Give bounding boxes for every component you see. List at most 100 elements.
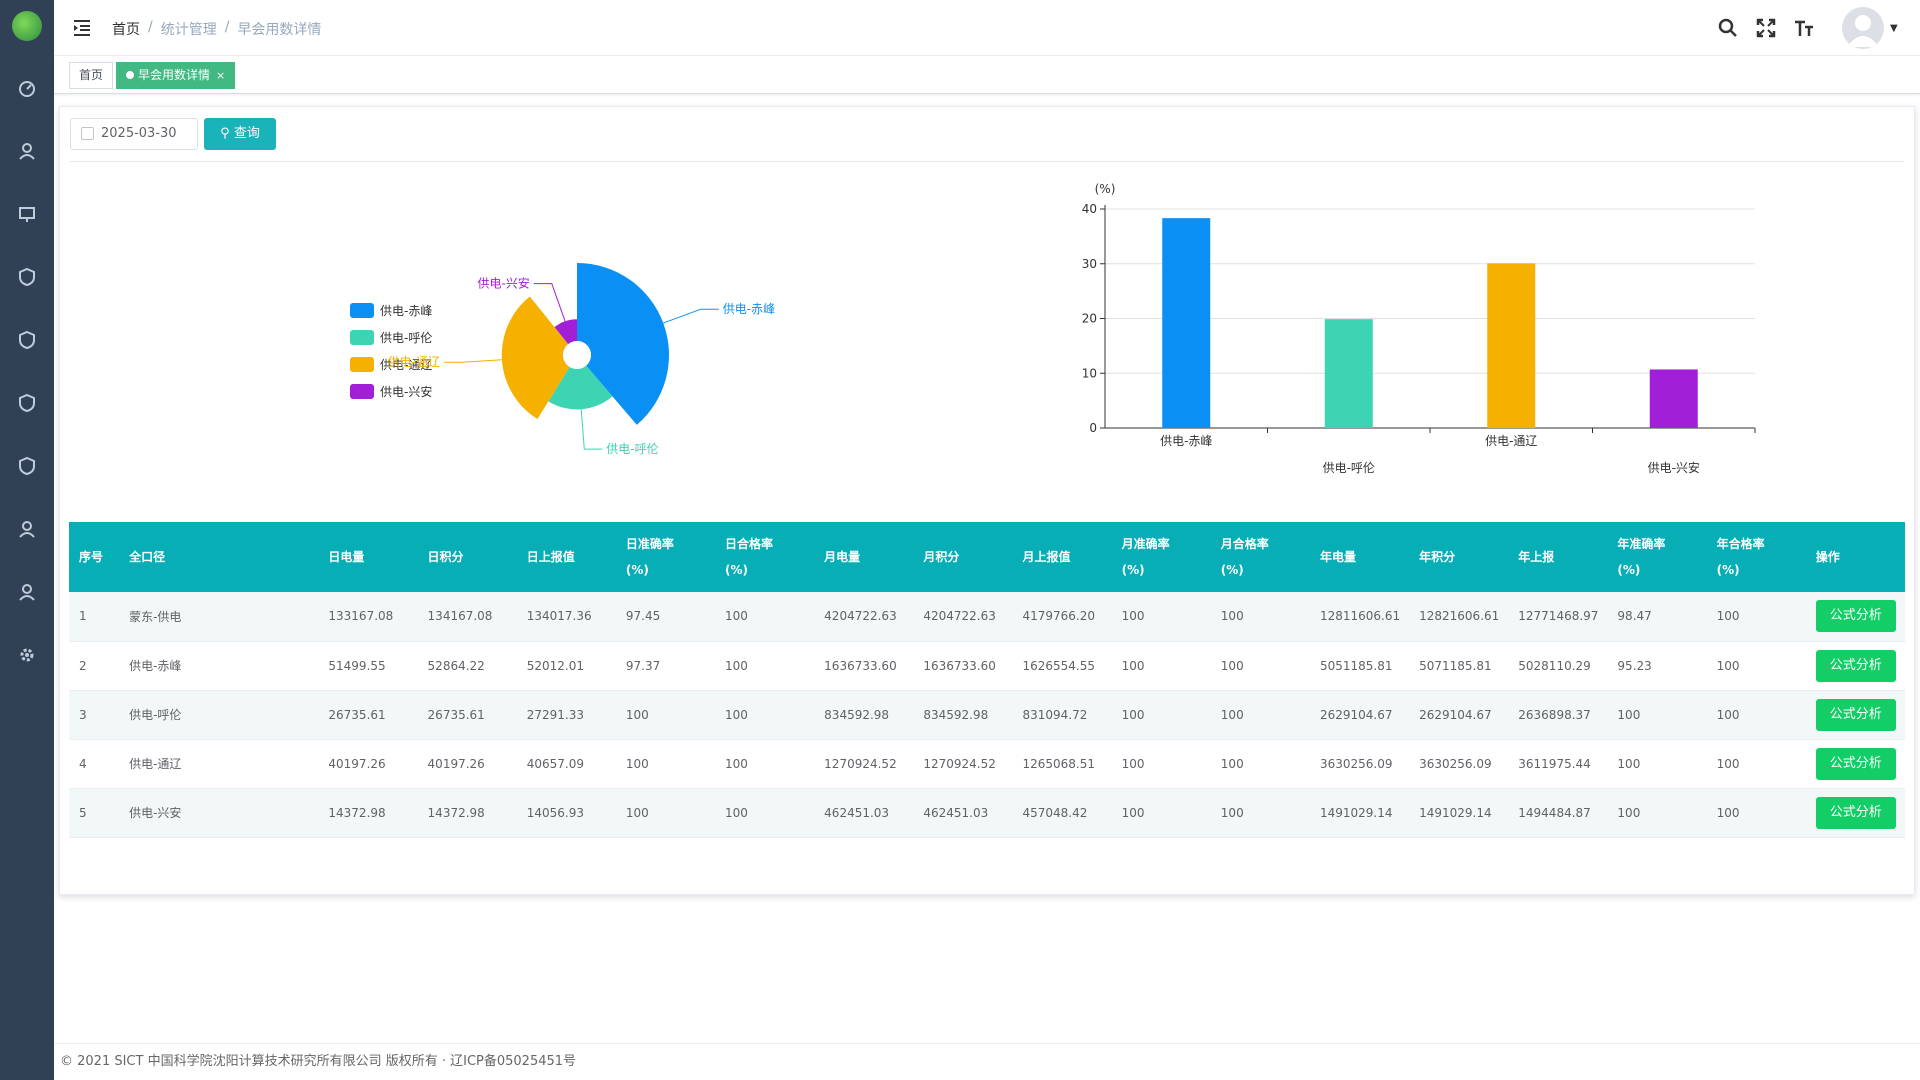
- gear-icon[interactable]: [17, 645, 37, 665]
- bar[interactable]: [1487, 263, 1536, 428]
- pie-slice[interactable]: [501, 296, 570, 419]
- table-cell: 12821606.61: [1419, 609, 1500, 624]
- table-cell: 100: [1220, 658, 1244, 673]
- table-cell: 3630256.09: [1419, 756, 1492, 771]
- table-cell: 100: [1617, 756, 1641, 771]
- table-cell: 4204722.63: [923, 609, 996, 624]
- dashboard-icon[interactable]: [17, 78, 37, 98]
- table-cell: 834592.98: [824, 707, 890, 722]
- shield-icon[interactable]: [17, 393, 37, 413]
- breadcrumb-stats[interactable]: 统计管理: [160, 22, 217, 38]
- legend-swatch: [350, 357, 374, 372]
- table-cell: 蒙东-供电: [129, 609, 182, 624]
- column-header: 全口径: [129, 550, 166, 564]
- table-cell: 2629104.67: [1419, 707, 1492, 722]
- table-cell: 3: [79, 707, 87, 722]
- table-row: 3 供电-呼伦 26735.61 26735.61 27291.33 100 100 8345…: [69, 690, 1905, 739]
- table-cell: 97.37: [625, 658, 661, 673]
- legend-swatch: [350, 330, 374, 345]
- monitor-icon[interactable]: [17, 204, 37, 224]
- formula-analysis-button[interactable]: 公式分析: [1815, 600, 1896, 633]
- pie-label: 供电-呼伦: [606, 441, 658, 456]
- query-button[interactable]: ⚲ 查询: [204, 118, 276, 150]
- navbar: 首页 / 统计管理 / 早会用数详情 ▼: [54, 0, 1920, 56]
- bar[interactable]: [1324, 319, 1373, 428]
- formula-analysis-button[interactable]: 公式分析: [1815, 698, 1896, 731]
- table-cell: 100: [625, 756, 649, 771]
- table-body: 1 蒙东-供电 133167.08 134167.08 134017.36 97.45 10…: [69, 592, 1905, 837]
- column-header: 操作: [1815, 550, 1840, 564]
- table-cell: 2629104.67: [1319, 707, 1393, 722]
- pie-label-line: [533, 283, 566, 322]
- table-row: 5 供电-兴安 14372.98 14372.98 14056.93 100 100 4624…: [69, 788, 1905, 837]
- table-cell: 100: [725, 756, 748, 771]
- table-cell: 4204722.63: [824, 609, 897, 624]
- column-header: 月合格率 (%): [1220, 537, 1269, 577]
- bar[interactable]: [1649, 369, 1698, 428]
- table-cell: 457048.42: [1022, 805, 1088, 820]
- avatar[interactable]: [1842, 7, 1884, 49]
- logo[interactable]: [12, 11, 42, 41]
- table-cell: 14372.98: [328, 805, 386, 820]
- table-cell: 100: [1716, 805, 1740, 820]
- legend-item[interactable]: 供电-呼伦: [350, 324, 432, 351]
- legend-label: 供电-兴安: [380, 385, 433, 399]
- pie-slice[interactable]: [554, 319, 577, 345]
- column-header: 日积分: [427, 550, 464, 564]
- close-icon[interactable]: ×: [216, 69, 226, 82]
- legend-item[interactable]: 供电-兴安: [350, 378, 432, 405]
- date-picker[interactable]: 2025-03-30: [70, 118, 198, 150]
- table-cell: 1491029.14: [1419, 805, 1492, 820]
- x-tick-label: 供电-通辽: [1485, 434, 1537, 448]
- formula-analysis-button[interactable]: 公式分析: [1815, 747, 1896, 780]
- column-header: 月上报值: [1022, 550, 1071, 564]
- user-icon[interactable]: [17, 141, 37, 161]
- formula-analysis-button[interactable]: 公式分析: [1815, 649, 1896, 682]
- user-icon[interactable]: [17, 519, 37, 539]
- tag-current[interactable]: 早会用数详情 ×: [116, 62, 236, 89]
- table-cell: 1626554.55: [1022, 658, 1096, 673]
- query-label: 查询: [233, 126, 260, 141]
- table-cell: 100: [1716, 658, 1740, 673]
- bar[interactable]: [1162, 218, 1211, 428]
- tag-home[interactable]: 首页: [69, 62, 114, 89]
- table-cell: 2636898.37: [1518, 707, 1591, 722]
- table-cell: 462451.03: [923, 805, 989, 820]
- table-cell: 98.47: [1617, 609, 1652, 624]
- table-cell: 100: [1121, 658, 1145, 673]
- table-cell: 100: [1716, 609, 1740, 624]
- table-cell: 100: [1121, 805, 1145, 820]
- table-cell: 26735.61: [328, 707, 386, 722]
- pie-label-line: [444, 359, 502, 363]
- divider: [70, 161, 1904, 162]
- column-header: 月电量: [824, 550, 861, 564]
- pie-slice[interactable]: [577, 263, 670, 425]
- search-icon[interactable]: [1716, 16, 1740, 40]
- pie-slice[interactable]: [548, 365, 613, 410]
- x-tick-label: 供电-呼伦: [1323, 460, 1375, 475]
- shield-icon[interactable]: [17, 330, 37, 350]
- tags-view: 首页 早会用数详情 ×: [54, 56, 1920, 94]
- column-header: 日准确率 (%): [625, 537, 674, 577]
- chevron-down-icon[interactable]: ▼: [1890, 22, 1898, 34]
- user-icon[interactable]: [17, 582, 37, 602]
- table-cell: 133167.08: [328, 609, 394, 624]
- pie-label: 供电-赤峰: [723, 302, 775, 316]
- table-cell: 40657.09: [526, 756, 584, 771]
- shield-icon[interactable]: [17, 267, 37, 287]
- table-cell: 100: [725, 609, 748, 624]
- font-size-icon[interactable]: [1792, 16, 1816, 40]
- table-cell: 5: [79, 805, 87, 820]
- table-cell: 1491029.14: [1319, 805, 1393, 820]
- table-cell: 100: [1121, 756, 1145, 771]
- legend-item[interactable]: 供电-通辽: [350, 351, 432, 378]
- legend-label: 供电-呼伦: [380, 331, 433, 345]
- legend-item[interactable]: 供电-赤峰: [350, 297, 432, 324]
- breadcrumb-home[interactable]: 首页: [112, 22, 140, 38]
- formula-analysis-button[interactable]: 公式分析: [1815, 796, 1896, 829]
- hamburger-icon[interactable]: [70, 16, 94, 40]
- shield-icon[interactable]: [17, 456, 37, 476]
- fullscreen-icon[interactable]: [1754, 16, 1778, 40]
- legend-label: 供电-通辽: [380, 358, 433, 372]
- table-cell: 1270924.52: [923, 756, 996, 771]
